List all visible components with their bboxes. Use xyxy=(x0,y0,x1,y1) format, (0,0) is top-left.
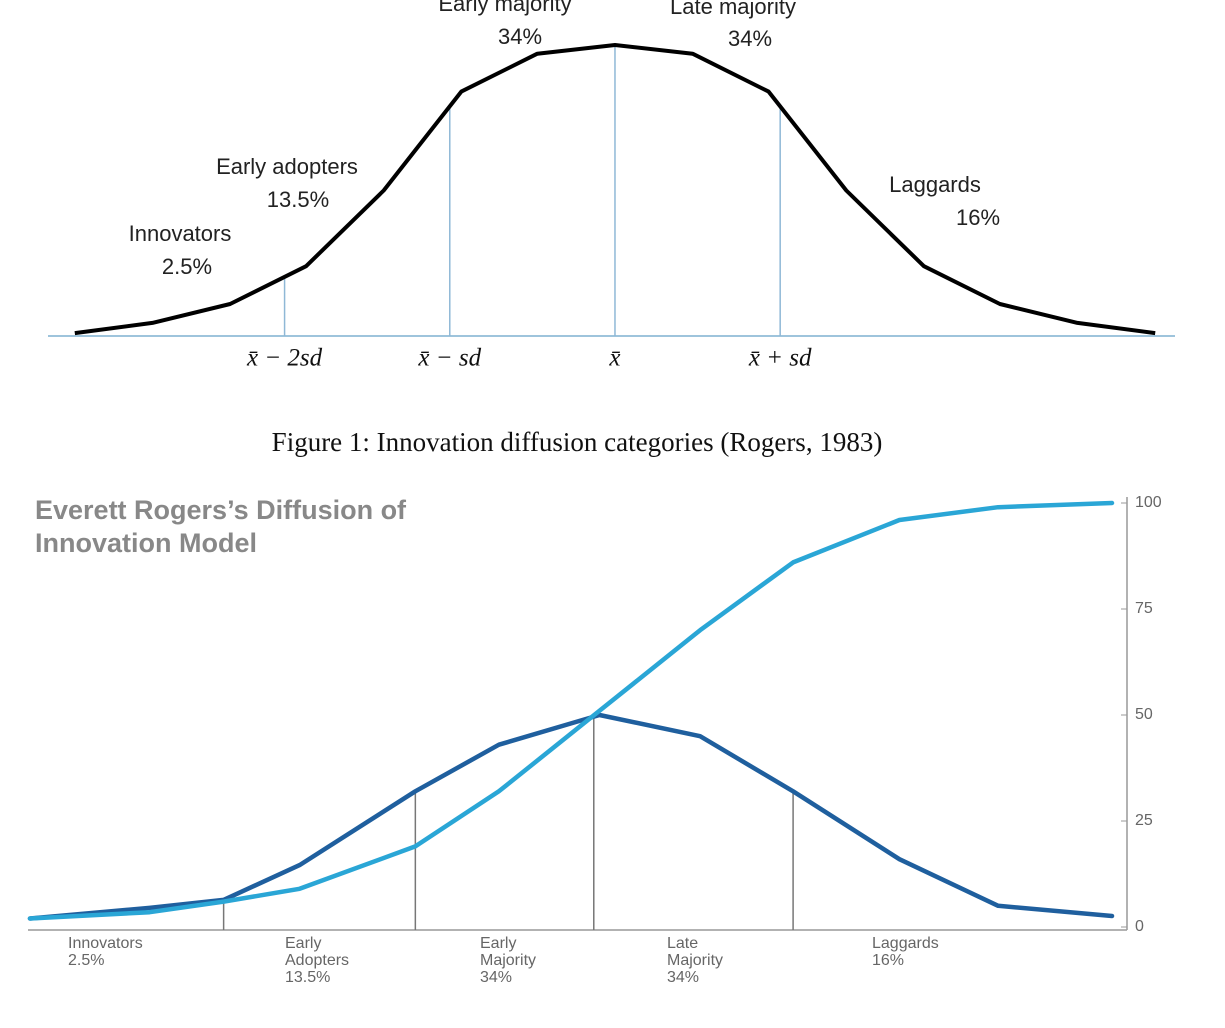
caption: Figure 1: Innovation diffusion categorie… xyxy=(272,427,883,457)
curve xyxy=(74,43,1156,336)
category-label: 2.5% xyxy=(68,952,104,969)
category-label: 13.5% xyxy=(285,969,330,986)
category-label: 16% xyxy=(872,952,904,969)
y-tick-label: 100 xyxy=(1135,494,1162,511)
annotation: 2.5% xyxy=(162,254,212,279)
chart-title: Everett Rogers’s Diffusion of xyxy=(35,495,407,525)
category-label: Early xyxy=(480,935,516,952)
category-label: 34% xyxy=(667,969,699,986)
y-tick-label: 0 xyxy=(1135,918,1144,935)
category-label: Laggards xyxy=(872,935,939,952)
annotation: 34% xyxy=(728,26,772,51)
x-tick-label: x̄ − sd xyxy=(417,345,481,372)
chart-title: Innovation Model xyxy=(35,528,257,558)
annotation: Laggards xyxy=(889,172,981,197)
category-label: Innovators xyxy=(68,935,143,952)
y-tick-label: 50 xyxy=(1135,706,1153,723)
curve xyxy=(27,500,1115,921)
annotation: Innovators xyxy=(129,221,232,246)
x-tick-label: x̄ xyxy=(608,345,620,372)
x-tick-label: x̄ + sd xyxy=(748,345,812,372)
curve xyxy=(27,712,1115,921)
annotation: Late majority xyxy=(670,0,796,19)
category-label: Late xyxy=(667,935,698,952)
annotation: Early adopters xyxy=(216,154,358,179)
annotation: Early majority xyxy=(438,0,571,16)
category-label: Early xyxy=(285,935,321,952)
category-label: Majority xyxy=(667,952,723,969)
y-tick-label: 25 xyxy=(1135,812,1153,829)
x-tick-label: x̄ − 2sd xyxy=(246,345,323,372)
annotation: 34% xyxy=(498,24,542,49)
category-label: 34% xyxy=(480,969,512,986)
y-tick-label: 75 xyxy=(1135,600,1153,617)
category-label: Majority xyxy=(480,952,536,969)
category-label: Adopters xyxy=(285,952,349,969)
annotation: 16% xyxy=(956,205,1000,230)
annotation: 13.5% xyxy=(267,187,329,212)
